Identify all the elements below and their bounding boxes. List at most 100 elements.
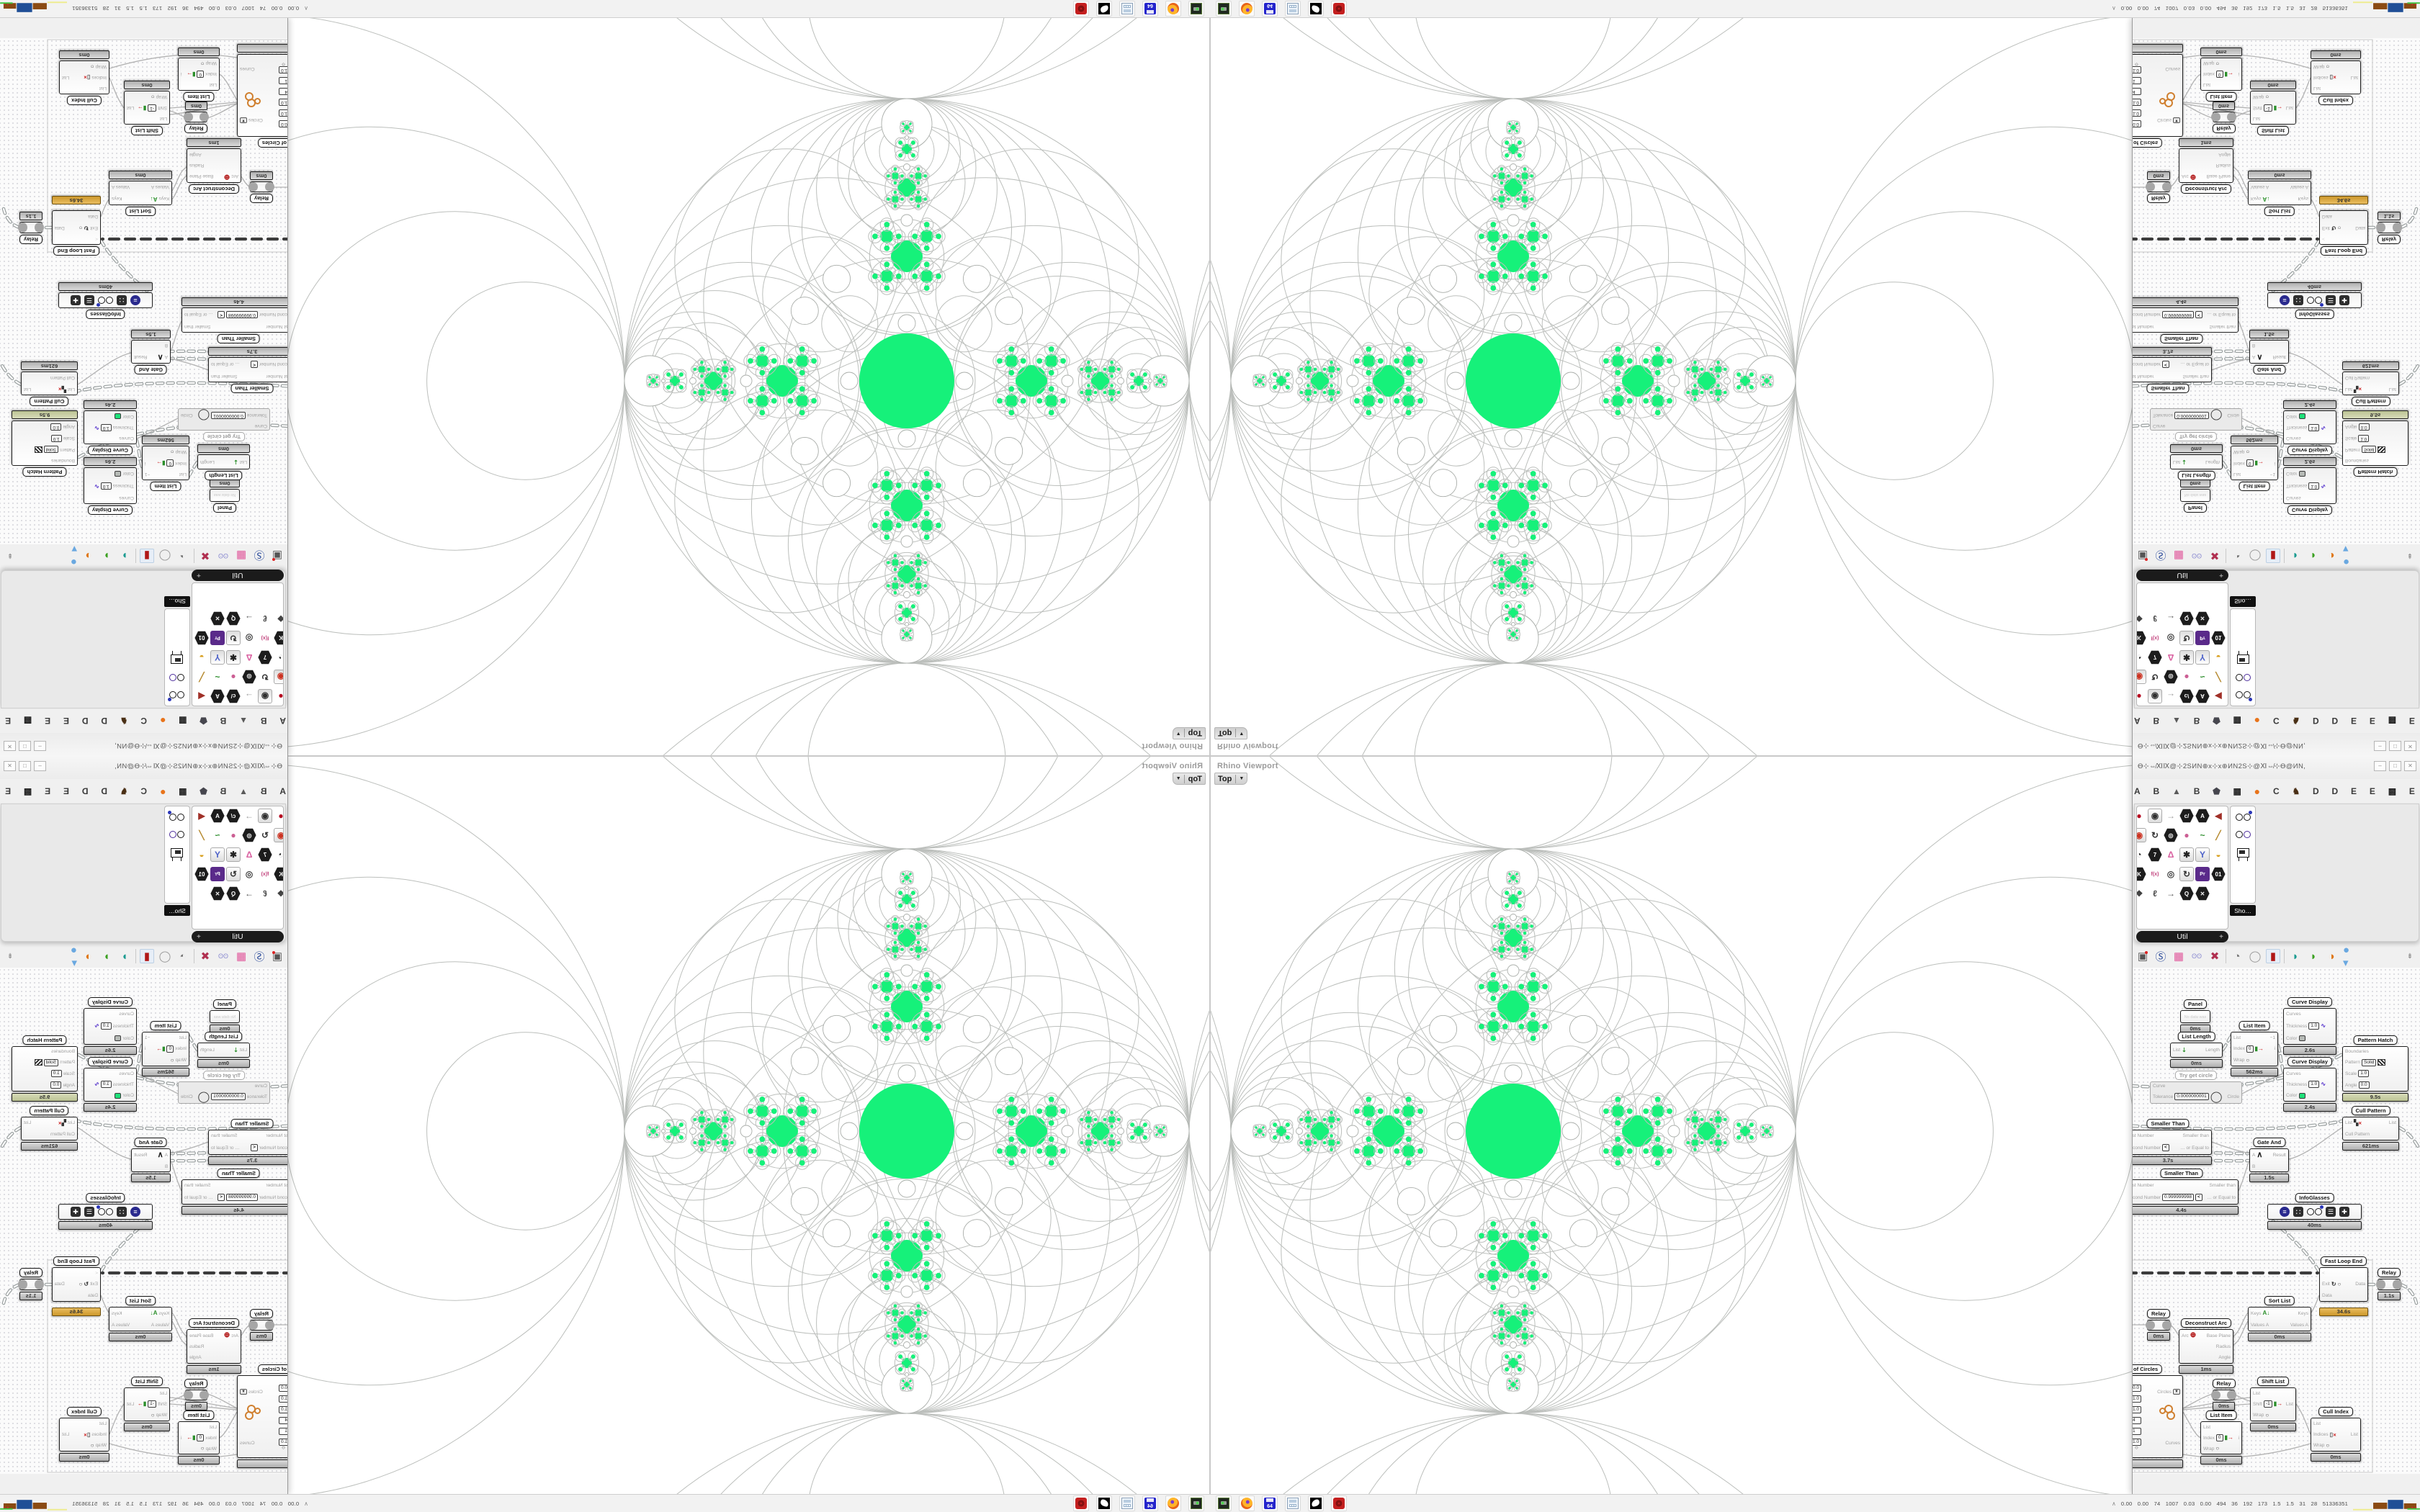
- gh-component-try-get-circle[interactable]: Try get circle Curve Tolerance 0.0000000001…: [2150, 408, 2242, 441]
- grasshopper-titlebar[interactable]: Ѳ⊹⇎ⅪⅨ@⊹2SИN⊕x⊹x⊕ИN2S⊹@Ⅺ⇎⊹Ѳ@ИN, – □ ✕: [0, 733, 287, 756]
- gh-component-pattern-hatch[interactable]: Pattern Hatch Boundaries Pattern Solid Scale…: [2342, 410, 2408, 477]
- pin-green-icon[interactable]: ◗: [103, 950, 110, 963]
- gh-tab-letter-E[interactable]: E: [45, 786, 51, 796]
- gh-component-circles-generator[interactable]: y of Circles0.01.01.0411.0Circles▼Curves…: [237, 1364, 287, 1468]
- gh-component-sort-list[interactable]: Sort List Keys A↓ Keys Values A Values A 0ms: [2248, 171, 2311, 216]
- palette-component-icon[interactable]: ✕: [2195, 886, 2210, 901]
- taskbar-drive-icon[interactable]: [1216, 1, 1232, 17]
- gh-tab-orange-dot-icon[interactable]: ●: [2254, 715, 2261, 726]
- taskbar-rhino-icon[interactable]: [1096, 1, 1112, 17]
- gh-tab-orange-dot-icon[interactable]: ●: [2254, 786, 2261, 797]
- palette-component-icon[interactable]: Pr: [2195, 631, 2210, 645]
- gh-component-list-item-1[interactable]: List Item List −1 Index 0 ▮→ i Wrap ○ 562ms: [2231, 436, 2278, 491]
- gh-component-deconstruct-arc[interactable]: Deconstruct Arc Arc ⊕ Base Plane Radius Angle…: [2179, 138, 2233, 194]
- palette-component-icon[interactable]: ✱: [226, 650, 241, 665]
- gh-tab-shield-icon[interactable]: ⬟: [200, 716, 207, 726]
- canvas-preview-icon[interactable]: ▣: [2137, 950, 2148, 963]
- mystery-box-icon[interactable]: ▦: [2173, 950, 2184, 963]
- add-category-icon[interactable]: +: [197, 571, 201, 580]
- maximize-button[interactable]: □: [2389, 741, 2401, 751]
- canvas-preview-icon[interactable]: ▣: [272, 549, 283, 562]
- gh-component-relay-3[interactable]: Relay 0ms: [2211, 1379, 2236, 1410]
- palette-component-icon[interactable]: 7: [2148, 847, 2162, 862]
- bulbs-icon[interactable]: ʘʘ: [2191, 953, 2202, 960]
- bulbs-icon[interactable]: ʘʘ: [218, 552, 229, 559]
- gh-tab-letter-D[interactable]: D: [101, 786, 107, 796]
- taskbar-red-app-icon[interactable]: ❂: [1331, 1, 1347, 17]
- palette-component-icon[interactable]: f(x): [261, 635, 269, 641]
- palette-component-icon[interactable]: ✕: [210, 611, 225, 626]
- crossed-wires-icon[interactable]: ✖: [200, 950, 210, 963]
- palette-component-icon[interactable]: ◀: [2215, 691, 2222, 701]
- category-tab-util[interactable]: Util +: [2136, 570, 2228, 581]
- close-button[interactable]: ✕: [2404, 761, 2416, 771]
- gh-tab-letter-A[interactable]: A: [279, 716, 286, 726]
- taskbar-calculator-icon[interactable]: [1119, 1, 1135, 17]
- gh-component-shift-list[interactable]: Shift List List Shift -1 ▮→ List Wrap ○ 0ms: [124, 81, 170, 135]
- gh-component-sort-list[interactable]: Sort List Keys A↓ Keys Values A Values A 0ms: [2248, 1296, 2311, 1341]
- taskbar-rhino-icon[interactable]: [1308, 1, 1324, 17]
- close-button[interactable]: ✕: [4, 761, 16, 771]
- stats-chevron-icon[interactable]: ∧: [304, 5, 308, 12]
- palette-component-icon[interactable]: ╱: [2215, 672, 2221, 682]
- palette-component-icon[interactable]: ↻: [2151, 830, 2159, 840]
- gh-component-list-length[interactable]: List Length List ⇣ Length 0ms: [2170, 444, 2223, 480]
- gh-component-curve-display-1[interactable]: Curve Display Curves Thickness 1.0 ∿ Color 2.6…: [84, 997, 137, 1055]
- taskbar-drive-icon[interactable]: [1216, 1495, 1232, 1511]
- palette-component-icon[interactable]: ~: [2200, 672, 2205, 682]
- palette-component-icon[interactable]: ℓ: [2153, 613, 2157, 624]
- gh-component-circles-generator[interactable]: y of Circles0.01.01.0411.0Circles▼Curves…: [2133, 1364, 2183, 1468]
- gh-tab-bird-icon[interactable]: ♞: [120, 786, 128, 796]
- gh-component-curve-display-2[interactable]: Curve Display Curves Thickness 1.0 ∿ Color 2.4…: [84, 1057, 137, 1112]
- gh-tab-letter-E[interactable]: E: [2408, 786, 2415, 796]
- palette-component-icon[interactable]: Y: [210, 650, 225, 665]
- toolbar-overflow-icon[interactable]: ⇟: [6, 552, 14, 560]
- cylinder-red-icon[interactable]: ▮: [2266, 949, 2280, 963]
- gh-tab-pixel-grid-icon[interactable]: ▩: [2388, 786, 2397, 796]
- crossed-wires-icon[interactable]: ✖: [2210, 549, 2220, 562]
- close-button[interactable]: ✕: [4, 741, 16, 751]
- gh-tab-bird-icon[interactable]: ♞: [2292, 716, 2300, 726]
- gh-component-pattern-hatch[interactable]: Pattern Hatch Boundaries Pattern Solid Scale…: [2342, 1035, 2408, 1102]
- palette-component-icon[interactable]: ✕: [2195, 611, 2210, 626]
- palette-component-icon[interactable]: ✱: [2179, 847, 2194, 862]
- palette-component-icon[interactable]: Δ: [246, 652, 253, 662]
- gh-tab-shield-icon[interactable]: ⬟: [200, 786, 207, 796]
- palette-component-icon[interactable]: Q: [2179, 886, 2194, 901]
- gh-tab-letter-E[interactable]: E: [2369, 716, 2375, 726]
- gh-tab-mountain-icon[interactable]: ▲: [2172, 716, 2181, 726]
- palette-component-icon[interactable]: ↻: [261, 830, 269, 840]
- palette-component-icon[interactable]: ╱: [2215, 830, 2221, 840]
- gh-tab-orange-dot-icon[interactable]: ●: [159, 715, 166, 726]
- palette-component-icon[interactable]: ◔: [278, 850, 284, 860]
- gh-tab-shield-icon[interactable]: ⬟: [2213, 786, 2220, 796]
- sphere-blue-icon[interactable]: ● ▾: [2343, 543, 2350, 569]
- gh-tab-letter-E[interactable]: E: [2351, 786, 2357, 796]
- palette-component-icon[interactable]: ❖: [274, 611, 284, 626]
- taskbar-firefox-icon[interactable]: [1239, 1, 1255, 17]
- gh-component-pattern-hatch[interactable]: Pattern Hatch Boundaries Pattern Solid Scale…: [12, 1035, 78, 1102]
- palette-component-icon[interactable]: ◎: [2166, 869, 2175, 879]
- gh-tab-letter-A[interactable]: A: [279, 786, 286, 796]
- gh-component-curve-display-1[interactable]: Curve Display Curves Thickness 1.0 ∿ Color 2.6…: [2283, 997, 2336, 1055]
- palette-component-icon[interactable]: 7: [258, 650, 272, 665]
- gh-component-panel[interactable]: Panel No data was 0ms: [2180, 999, 2210, 1033]
- palette-component-icon[interactable]: [2211, 611, 2226, 626]
- gh-component-gate-and[interactable]: Gate And A ∧ Result B 1.5s: [131, 1138, 171, 1182]
- gh-component-list-length[interactable]: List Length List ⇣ Length 0ms: [197, 1032, 250, 1068]
- palette-component-icon[interactable]: ↻: [226, 631, 241, 645]
- grasshopper-titlebar[interactable]: Ѳ⊹⇎ⅪⅨ@⊹2SИN⊕x⊹x⊕ИN2S⊹@Ⅺ⇎⊹Ѳ@ИN, – □ ✕: [0, 756, 287, 779]
- crossed-wires-icon[interactable]: ✖: [2210, 950, 2220, 963]
- pin-teal-icon[interactable]: ◗: [2292, 549, 2299, 562]
- gh-tab-letter-E[interactable]: E: [2351, 716, 2357, 726]
- palette-component-icon[interactable]: ◎: [2164, 670, 2178, 684]
- gh-component-relay-1[interactable]: Relay 1.1s: [2377, 212, 2401, 244]
- chevron-down-icon[interactable]: ▼: [1239, 776, 1245, 781]
- category-tab-util[interactable]: Util +: [2136, 931, 2228, 942]
- gh-component-deconstruct-arc[interactable]: Deconstruct Arc Arc ⊕ Base Plane Radius Angle…: [2179, 1318, 2233, 1374]
- gh-component-cull-index[interactable]: Cull Index List Indices ▯✕ List Wrap ○ 0ms: [59, 50, 109, 105]
- gh-tab-shield-icon[interactable]: ⬟: [2213, 716, 2220, 726]
